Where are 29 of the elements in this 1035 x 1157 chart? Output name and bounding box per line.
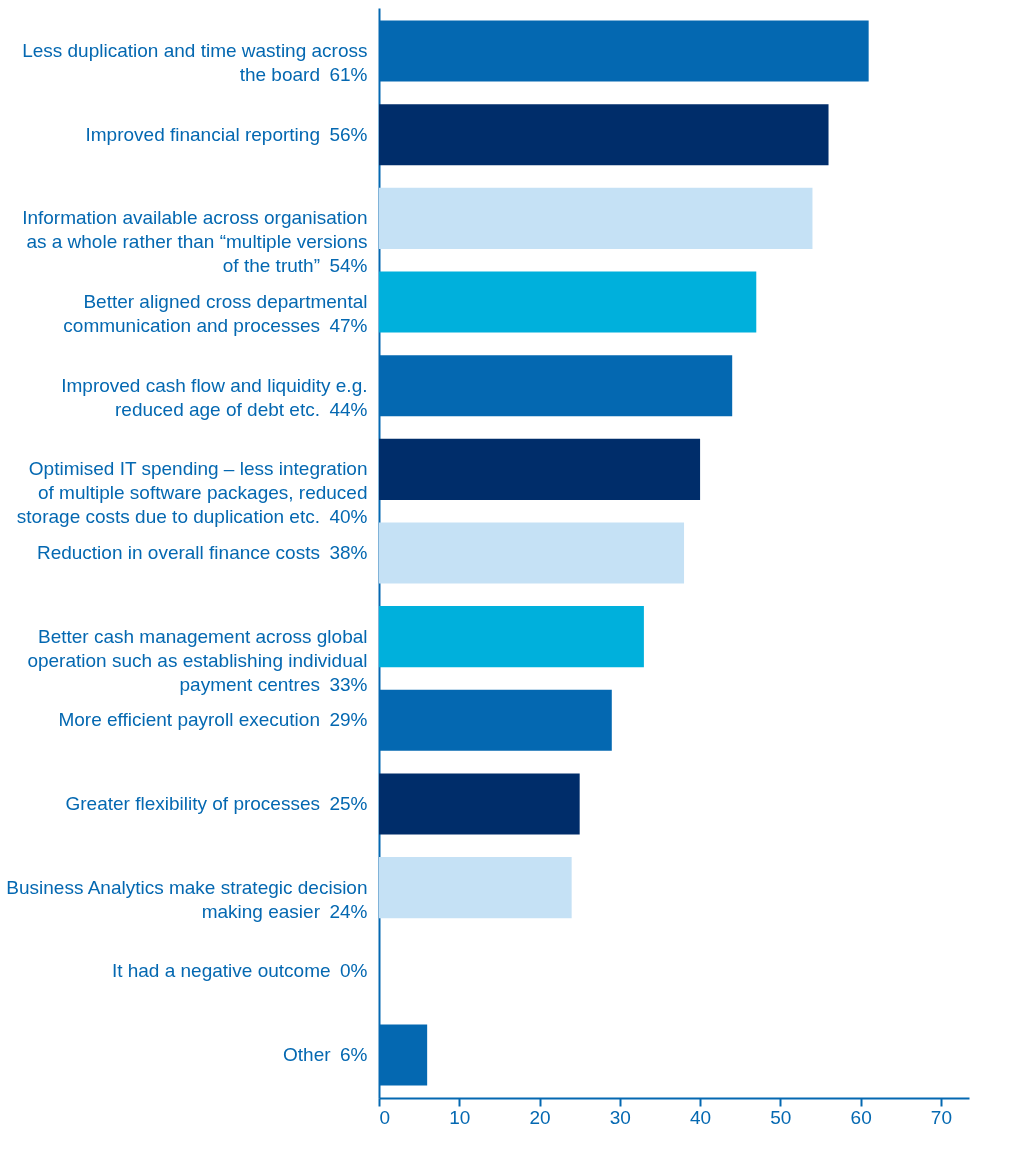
bar (379, 522, 685, 584)
x-tick-label: 10 (449, 1106, 471, 1128)
bar (379, 773, 580, 835)
bar (379, 606, 644, 668)
category-label: Reduction in overall finance costs 38% (36, 542, 368, 563)
x-tick-label: 40 (690, 1106, 712, 1128)
bar (379, 104, 829, 166)
category-label: Business Analytics make strategic decision making easier 24% (6, 876, 368, 922)
category-label: Optimised IT spending – less integration of multiple software packages, reduced storage costs due to duplication etc. 40% (16, 458, 368, 528)
category-label: It had a negative outcome 0% (111, 960, 368, 982)
category-label: Improved cash flow and liquidity e.g. reduced age of debt etc. 44% (61, 374, 368, 420)
category-label: Greater flexibility of processes 25% (65, 792, 368, 814)
x-tick-label: 60 (850, 1106, 872, 1128)
x-tick-label: 50 (770, 1106, 792, 1128)
x-tick-label: 70 (930, 1106, 952, 1128)
bar (379, 438, 701, 500)
bar (379, 187, 813, 249)
category-label: Information available across organisation as a whole rather than “multiple versions of the truth” 54% (22, 207, 368, 277)
x-tick-label: 20 (529, 1106, 551, 1128)
category-label: Better cash management across global operation such as establishing individual payment centres 33% (27, 625, 368, 695)
category-label: Better aligned cross departmental communication and processes 47% (63, 291, 368, 337)
bar (379, 857, 572, 919)
x-tick-label: 0 (379, 1106, 391, 1128)
bar (379, 271, 757, 333)
category-label: Improved financial reporting 56% (85, 123, 368, 145)
x-tick-label: 30 (609, 1106, 631, 1128)
category-label: Other 6% (283, 1043, 368, 1065)
category-label: Less duplication and time wasting across the board 61% (22, 40, 368, 86)
category-label: More efficient payroll execution 29% (58, 709, 368, 731)
